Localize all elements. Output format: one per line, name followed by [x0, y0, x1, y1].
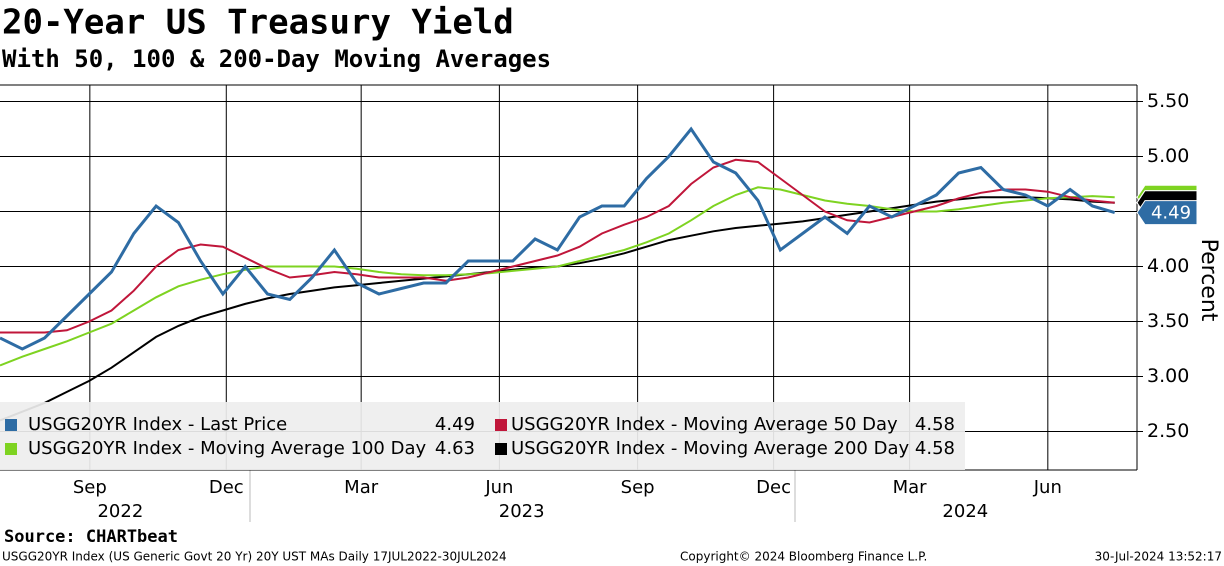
source: Source: CHARTbeat — [4, 527, 178, 547]
legend-label: USGG20YR Index - Moving Average 100 Day — [28, 438, 426, 459]
y-tick-label: 5.50 — [1147, 90, 1189, 112]
y-axis-label: Percent — [1196, 239, 1221, 322]
legend-swatch — [5, 443, 17, 455]
legend-label: USGG20YR Index - Moving Average 200 Day — [511, 438, 909, 459]
x-tick-label: Jun — [484, 477, 513, 498]
series-line — [0, 158, 1115, 334]
footer-left: USGG20YR Index (US Generic Govt 20 Yr) 2… — [2, 550, 507, 564]
chart-title: 20-Year US Treasury Yield — [2, 3, 514, 43]
x-tick-label: Dec — [756, 477, 791, 498]
x-tick-label: Mar — [344, 477, 379, 498]
y-tick-label: 3.50 — [1147, 310, 1189, 332]
legend-swatch — [5, 419, 17, 431]
last-value-tag — [1136, 200, 1198, 226]
legend-label: USGG20YR Index - Moving Average 50 Day — [511, 414, 898, 435]
legend-value: 4.58 — [915, 414, 955, 435]
x-tick-label: Mar — [893, 477, 928, 498]
y-tick-label: 5.00 — [1147, 145, 1189, 167]
series-line — [0, 126, 1116, 351]
legend-value: 4.63 — [435, 438, 475, 459]
series-line — [0, 196, 1115, 422]
year-label: 2023 — [499, 501, 545, 522]
chart-subtitle: With 50, 100 & 200-Day Moving Averages — [2, 45, 551, 73]
y-tick-label: 4.00 — [1147, 255, 1189, 277]
legend-value: 4.49 — [435, 414, 475, 435]
last-value-label: 4.49 — [1151, 203, 1191, 224]
series-line — [0, 186, 1115, 367]
legend-swatch — [495, 443, 507, 455]
x-tick-label: Jun — [1033, 477, 1062, 498]
x-tick-label: Sep — [73, 477, 107, 498]
year-label: 2022 — [97, 501, 143, 522]
year-label: 2024 — [942, 501, 988, 522]
legend-swatch — [495, 419, 507, 431]
footer-right: 30-Jul-2024 13:52:17 — [1095, 550, 1222, 564]
legend-box — [0, 402, 965, 470]
footer-center: Copyright© 2024 Bloomberg Finance L.P. — [680, 550, 927, 564]
x-tick-label: Dec — [209, 477, 244, 498]
legend-value: 4.58 — [915, 438, 955, 459]
y-tick-label: 3.00 — [1147, 365, 1189, 387]
x-tick-label: Sep — [621, 477, 655, 498]
legend-label: USGG20YR Index - Last Price — [28, 414, 287, 435]
y-tick-label: 2.50 — [1147, 420, 1189, 442]
